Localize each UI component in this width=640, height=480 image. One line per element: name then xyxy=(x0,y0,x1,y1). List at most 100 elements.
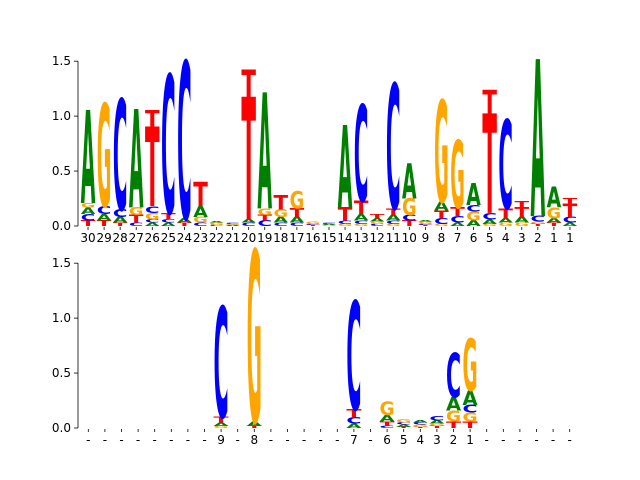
svg-text:G: G xyxy=(225,224,240,226)
svg-text:G: G xyxy=(370,221,385,225)
logo-letter-C: C xyxy=(241,222,256,228)
svg-text:G: G xyxy=(257,206,272,217)
svg-text:T: T xyxy=(193,175,208,215)
y-tick-label: 0.0 xyxy=(52,219,71,233)
logo-letter-A: A xyxy=(214,422,229,427)
logo-letter-A: A xyxy=(418,220,434,222)
logo-letter-G: G xyxy=(290,187,305,215)
svg-text:T: T xyxy=(482,83,497,123)
logo-letter-A: A xyxy=(225,225,241,227)
logo-letter-A: A xyxy=(161,222,176,228)
logo-letter-A: A xyxy=(209,221,225,223)
svg-text:C: C xyxy=(346,415,361,426)
x-tick-label: 1 xyxy=(466,433,474,447)
svg-text:A: A xyxy=(241,218,256,224)
svg-text:A: A xyxy=(354,212,369,223)
svg-text:C: C xyxy=(113,69,128,246)
logo-letter-C: C xyxy=(322,223,337,225)
x-tick-label: - xyxy=(103,433,107,447)
logo-letter-G: G xyxy=(446,408,461,425)
x-tick-label: - xyxy=(202,433,206,447)
logo-letter-G: G xyxy=(396,418,411,423)
logo-letter-A: A xyxy=(466,178,481,213)
logo-letter-G: G xyxy=(257,206,272,217)
svg-text:C: C xyxy=(241,222,256,228)
logo-letter-T: T xyxy=(563,197,578,206)
svg-text:C: C xyxy=(97,204,112,216)
svg-text:T: T xyxy=(247,425,263,429)
logo-letter-A: A xyxy=(346,423,361,430)
svg-text:G: G xyxy=(450,122,465,230)
y-tick-label: 1.5 xyxy=(52,256,71,270)
logo-letter-A: A xyxy=(463,387,478,410)
logo-letter-C: C xyxy=(145,204,160,215)
logo-letter-T: T xyxy=(429,425,445,429)
logo-letter-A: A xyxy=(274,216,289,225)
logo-letter-G: G xyxy=(450,122,465,230)
logo-letter-C: C xyxy=(380,425,395,429)
logo-letter-G: G xyxy=(463,326,478,409)
svg-text:G: G xyxy=(322,225,337,227)
svg-text:A: A xyxy=(386,214,401,223)
svg-text:G: G xyxy=(97,75,112,240)
logo-letter-G: G xyxy=(370,221,385,225)
svg-text:A: A xyxy=(214,422,229,427)
logo-letter-G: G xyxy=(81,202,96,209)
logo-letter-A: A xyxy=(514,216,529,225)
svg-text:C: C xyxy=(193,222,208,228)
x-tick-label: 2 xyxy=(534,231,542,245)
svg-text:C: C xyxy=(161,218,176,224)
svg-text:A: A xyxy=(547,181,562,214)
svg-text:C: C xyxy=(402,214,417,223)
logo-letter-A: A xyxy=(81,205,96,216)
x-tick-label: - xyxy=(485,433,489,447)
svg-text:A: A xyxy=(429,419,444,424)
logo-letter-A: A xyxy=(193,204,208,222)
logo-letter-G: G xyxy=(482,223,497,227)
logo-letter-T: T xyxy=(463,420,479,431)
logo-letter-A: A xyxy=(247,420,262,427)
svg-text:T: T xyxy=(370,213,386,220)
y-tick-label: 0.5 xyxy=(52,366,71,380)
svg-text:C: C xyxy=(429,415,444,422)
svg-text:C: C xyxy=(463,403,478,416)
logo-letter-C: C xyxy=(386,220,401,226)
svg-text:C: C xyxy=(274,222,289,228)
svg-text:A: A xyxy=(81,205,96,216)
svg-text:A: A xyxy=(129,81,144,239)
x-tick-label: - xyxy=(501,433,505,447)
x-tick-label: 9 xyxy=(422,231,430,245)
logo-letter-T: T xyxy=(113,222,129,228)
logo-letter-G: G xyxy=(214,425,229,429)
logo-letter-A: A xyxy=(354,212,369,223)
x-tick-label: 4 xyxy=(416,433,424,447)
logo-letter-G: G xyxy=(274,207,289,219)
x-tick-label: 3 xyxy=(433,433,441,447)
x-tick-label: 23 xyxy=(193,231,208,245)
logo-letter-T: T xyxy=(450,205,465,219)
logo-letter-T: T xyxy=(346,407,362,420)
svg-text:T: T xyxy=(97,219,112,228)
svg-text:C: C xyxy=(531,215,546,224)
svg-text:T: T xyxy=(81,219,96,228)
logo-letter-A: A xyxy=(322,224,338,226)
svg-text:A: A xyxy=(466,219,481,228)
svg-text:G: G xyxy=(514,222,529,228)
logo-letter-A: A xyxy=(290,216,305,225)
logo-letter-G: G xyxy=(386,223,401,227)
svg-text:A: A xyxy=(145,222,160,228)
logo-letter-C: C xyxy=(193,222,208,228)
logo-letter-G: G xyxy=(145,211,160,222)
logo-letter-T: T xyxy=(145,107,160,133)
svg-text:A: A xyxy=(413,420,428,424)
x-tick-label: - xyxy=(335,433,339,447)
logo-letter-T: T xyxy=(193,175,208,215)
x-tick-label: 9 xyxy=(217,433,225,447)
svg-text:C: C xyxy=(338,220,353,226)
logo-letter-C: C xyxy=(434,217,449,226)
x-tick-label: - xyxy=(136,433,140,447)
svg-text:A: A xyxy=(380,413,396,424)
logo-letter-C: C xyxy=(354,79,369,233)
x-tick-label: - xyxy=(186,433,190,447)
